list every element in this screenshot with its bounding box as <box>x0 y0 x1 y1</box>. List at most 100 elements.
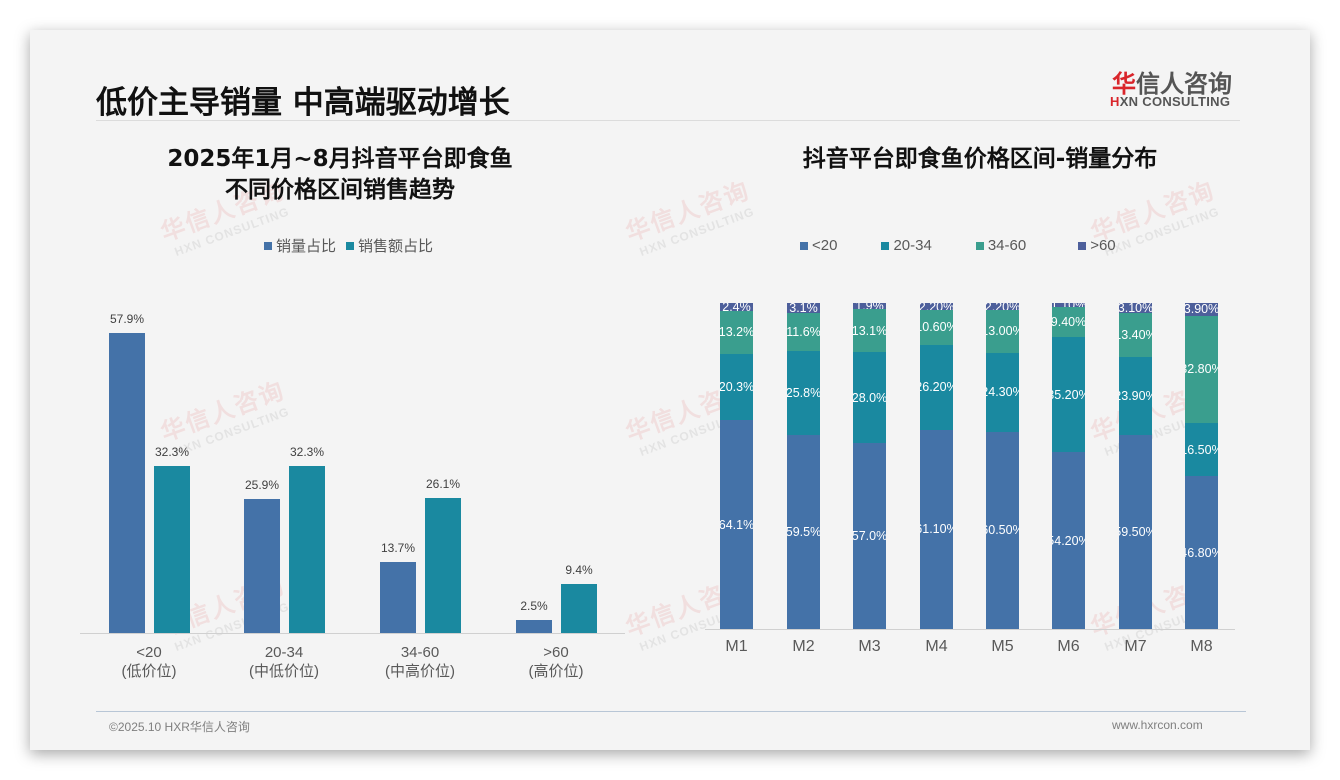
bar-volume[interactable] <box>380 562 416 633</box>
seg-20-34[interactable]: 35.20% <box>1052 337 1085 452</box>
category-tier: (中高价位) <box>360 662 480 681</box>
x-axis-line <box>705 629 1235 630</box>
seg-34-60[interactable]: 32.80% <box>1185 316 1218 423</box>
seg-lt20[interactable]: 59.5% <box>787 435 820 629</box>
legend-swatch-34-60 <box>976 242 984 250</box>
bar-volume[interactable] <box>109 333 145 633</box>
legend-swatch-20-34 <box>881 242 889 250</box>
seg-lt20[interactable]: 60.50% <box>986 432 1019 629</box>
seg-gt60[interactable]: 1.9% <box>853 303 886 309</box>
segment-label: 13.40% <box>1119 328 1152 342</box>
bar-revenue[interactable] <box>561 584 597 633</box>
segment-label: 13.00% <box>986 324 1019 338</box>
legend-item-gt60: >60 <box>1078 237 1115 254</box>
legend-label-volume: 销量占比 <box>276 235 336 256</box>
seg-34-60[interactable]: 13.40% <box>1119 313 1152 357</box>
category-tier: (低价位) <box>89 662 209 681</box>
right-chart-title: 抖音平台即食鱼价格区间-销量分布 <box>720 144 1240 175</box>
seg-34-60[interactable]: 13.00% <box>986 310 1019 352</box>
month-label: M7 <box>1111 638 1161 656</box>
left-chart-title: 2025年1月~8月抖音平台即食鱼 不同价格区间销售趋势 <box>100 144 580 206</box>
watermark: 华信人咨询HXN CONSULTING <box>620 171 759 262</box>
segment-label: 59.5% <box>787 525 820 539</box>
legend-label-20-34: 20-34 <box>893 237 931 254</box>
legend-item-revenue: 销售额占比 <box>346 235 433 256</box>
logo-en-accent: H <box>1110 94 1120 109</box>
category-label: 20-34(中低价位) <box>224 643 344 681</box>
bar-revenue[interactable] <box>289 466 325 633</box>
category-range: >60 <box>496 643 616 662</box>
segment-label: 3.90% <box>1185 303 1218 316</box>
segment-label: 2.4% <box>722 303 751 311</box>
seg-20-34[interactable]: 16.50% <box>1185 423 1218 477</box>
segment-label: 2.20% <box>920 303 953 310</box>
seg-20-34[interactable]: 26.20% <box>920 345 953 430</box>
legend-swatch-volume <box>264 242 272 250</box>
segment-label: 46.80% <box>1185 546 1218 560</box>
segment-label: 11.6% <box>787 325 820 339</box>
data-label-revenue: 32.3% <box>277 445 337 459</box>
seg-34-60[interactable]: 13.2% <box>720 311 753 354</box>
category-label: >60(高价位) <box>496 643 616 681</box>
legend-swatch-lt20 <box>800 242 808 250</box>
category-label: <20(低价位) <box>89 643 209 681</box>
segment-label: 28.0% <box>853 391 886 405</box>
data-label-volume: 57.9% <box>97 312 157 326</box>
data-label-revenue: 32.3% <box>142 445 202 459</box>
data-label-volume: 25.9% <box>232 478 292 492</box>
seg-lt20[interactable]: 59.50% <box>1119 435 1152 629</box>
bar-volume[interactable] <box>516 620 552 633</box>
bar-volume[interactable] <box>244 499 280 633</box>
seg-20-34[interactable]: 24.30% <box>986 353 1019 432</box>
segment-label: 25.8% <box>787 386 820 400</box>
watermark-cn: 华信人咨询 <box>157 376 289 447</box>
seg-lt20[interactable]: 57.0% <box>853 443 886 629</box>
seg-20-34[interactable]: 23.90% <box>1119 357 1152 435</box>
legend-label-revenue: 销售额占比 <box>358 235 433 256</box>
seg-gt60[interactable]: 2.20% <box>920 303 953 310</box>
seg-gt60[interactable]: 3.90% <box>1185 303 1218 316</box>
segment-label: 64.1% <box>720 518 753 532</box>
seg-gt60[interactable]: 1.10% <box>1052 303 1085 307</box>
seg-34-60[interactable]: 9.40% <box>1052 307 1085 338</box>
seg-lt20[interactable]: 54.20% <box>1052 452 1085 629</box>
category-label: 34-60(中高价位) <box>360 643 480 681</box>
seg-20-34[interactable]: 20.3% <box>720 354 753 420</box>
brand-logo-en: HXN CONSULTING <box>1110 94 1230 109</box>
seg-34-60[interactable]: 10.60% <box>920 310 953 345</box>
seg-gt60[interactable]: 2.20% <box>986 303 1019 310</box>
category-range: <20 <box>89 643 209 662</box>
category-range: 20-34 <box>224 643 344 662</box>
month-label: M5 <box>978 638 1028 656</box>
legend-swatch-gt60 <box>1078 242 1086 250</box>
category-range: 34-60 <box>360 643 480 662</box>
segment-label: 13.2% <box>720 325 753 339</box>
segment-label: 61.10% <box>920 522 953 536</box>
legend-item-20-34: 20-34 <box>881 237 931 254</box>
bar-revenue[interactable] <box>154 466 190 633</box>
seg-34-60[interactable]: 13.1% <box>853 309 886 352</box>
segment-label: 60.50% <box>986 523 1019 537</box>
left-chart-title-line2: 不同价格区间销售趋势 <box>100 175 580 206</box>
data-label-revenue: 26.1% <box>413 477 473 491</box>
segment-label: 3.10% <box>1119 303 1152 313</box>
seg-20-34[interactable]: 28.0% <box>853 352 886 443</box>
segment-label: 57.0% <box>853 529 886 543</box>
seg-gt60[interactable]: 3.1% <box>787 303 820 313</box>
footer-website[interactable]: www.hxrcon.com <box>1112 718 1203 732</box>
month-label: M1 <box>712 638 762 656</box>
footer-divider <box>96 711 1246 712</box>
category-tier: (中低价位) <box>224 662 344 681</box>
segment-label: 16.50% <box>1185 443 1218 457</box>
seg-34-60[interactable]: 11.6% <box>787 313 820 351</box>
seg-lt20[interactable]: 64.1% <box>720 420 753 629</box>
bar-revenue[interactable] <box>425 498 461 633</box>
segment-label: 54.20% <box>1052 534 1085 548</box>
watermark-en: HXN CONSULTING <box>638 203 759 259</box>
seg-lt20[interactable]: 46.80% <box>1185 476 1218 629</box>
seg-20-34[interactable]: 25.8% <box>787 351 820 435</box>
legend-label-gt60: >60 <box>1090 237 1115 254</box>
seg-lt20[interactable]: 61.10% <box>920 430 953 629</box>
seg-gt60[interactable]: 3.10% <box>1119 303 1152 313</box>
seg-gt60[interactable]: 2.4% <box>720 303 753 311</box>
